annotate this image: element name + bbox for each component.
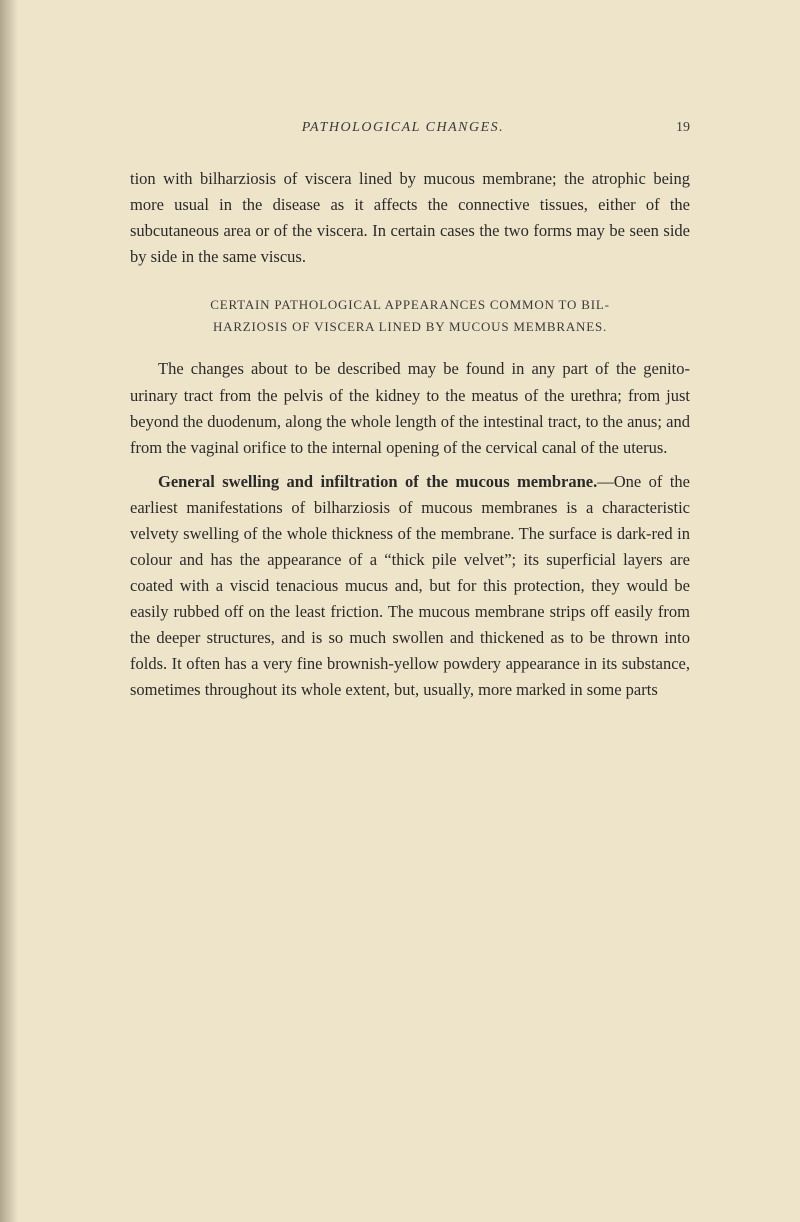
section-heading: CERTAIN PATHOLOGICAL APPEARANCES COMMON … [130,294,690,338]
running-title: PATHOLOGICAL CHANGES. [302,120,504,136]
page-binding-shadow [0,0,18,1222]
running-header: PATHOLOGICAL CHANGES. 19 [130,120,690,136]
page-number: 19 [676,120,690,136]
page-content: PATHOLOGICAL CHANGES. 19 tion with bilha… [0,0,800,791]
paragraph-3-bold-heading: General swelling and infiltration of the… [158,472,597,491]
paragraph-3-body: —One of the earliest manifesta­tions of … [130,472,690,700]
paragraph-continuation: tion with bilharziosis of viscera lined … [130,166,690,270]
section-heading-line-1: CERTAIN PATHOLOGICAL APPEARANCES COMMON … [130,294,690,316]
paragraph-3: General swelling and infiltration of the… [130,469,690,704]
section-heading-line-2: HARZIOSIS OF VISCERA LINED BY MUCOUS MEM… [130,316,690,338]
paragraph-2: The changes about to be described may be… [130,356,690,460]
